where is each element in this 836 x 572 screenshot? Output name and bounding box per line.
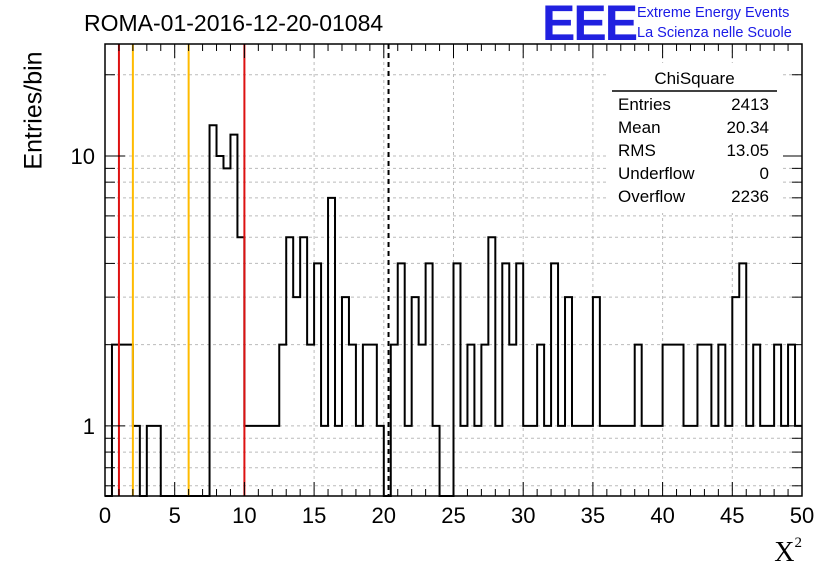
- logo-line-2: La Scienza nelle Scuole: [637, 25, 792, 41]
- y-tick-label: 1: [83, 414, 95, 439]
- stats-row-label: Underflow: [618, 164, 695, 183]
- stats-box-title: ChiSquare: [654, 69, 734, 88]
- eee-logo: EEE: [542, 0, 638, 51]
- x-tick-label: 45: [720, 503, 744, 528]
- stats-row-value: 20.34: [726, 118, 769, 137]
- stats-row-label: Mean: [618, 118, 661, 137]
- stats-row-value: 0: [760, 164, 769, 183]
- x-tick-label: 20: [372, 503, 396, 528]
- stats-row-label: RMS: [618, 141, 656, 160]
- stats-box-background: [608, 63, 783, 213]
- stats-row-value: 2236: [731, 187, 769, 206]
- x-axis-label: X2: [774, 535, 803, 569]
- x-tick-label: 30: [511, 503, 535, 528]
- x-tick-label: 25: [441, 503, 465, 528]
- x-tick-label: 35: [581, 503, 605, 528]
- stats-row-value: 13.05: [726, 141, 769, 160]
- stats-row-label: Entries: [618, 95, 671, 114]
- logo-line-1: Extreme Energy Events: [637, 5, 790, 21]
- x-axis-label-base: X: [774, 537, 795, 568]
- x-tick-label: 15: [302, 503, 326, 528]
- stats-row-value: 2413: [731, 95, 769, 114]
- y-tick-label: 10: [71, 144, 95, 169]
- histogram-series-line: [105, 124, 802, 497]
- x-tick-label: 0: [99, 503, 111, 528]
- x-tick-label: 5: [169, 503, 181, 528]
- x-tick-label: 40: [650, 503, 674, 528]
- x-axis-label-exponent: 2: [794, 535, 803, 551]
- chart-title: ROMA-01-2016-12-20-01084: [84, 10, 384, 36]
- stats-row-label: Overflow: [618, 187, 686, 206]
- x-tick-label: 50: [790, 503, 814, 528]
- x-tick-label: 10: [232, 503, 256, 528]
